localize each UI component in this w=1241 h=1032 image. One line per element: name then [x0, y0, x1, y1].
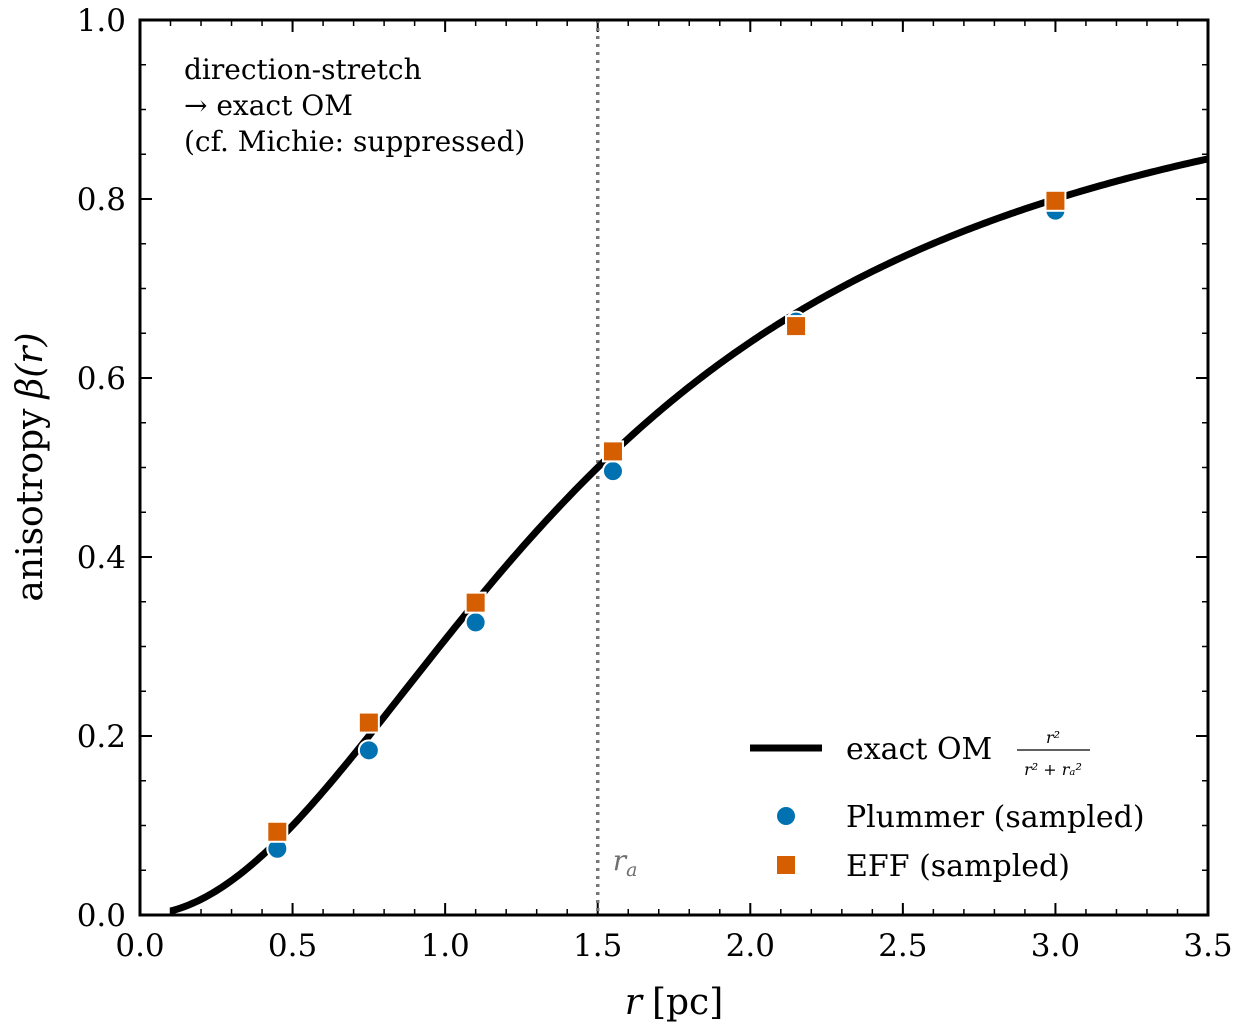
eff-point	[464, 591, 487, 614]
x-tick-label: 0.0	[115, 928, 164, 964]
om-curve-layer	[169, 155, 1208, 915]
eff-point	[357, 711, 380, 734]
x-tick-label: 2.0	[726, 928, 775, 964]
eff-point	[601, 440, 624, 463]
legend-label-plummer: Plummer (sampled)	[846, 800, 1145, 835]
annotation-text: direction-stretch → exact OM (cf. Michie…	[184, 53, 525, 158]
eff-point	[1044, 189, 1067, 212]
y-tick-label: 0.2	[77, 719, 126, 755]
x-tick-label: 3.5	[1183, 928, 1232, 964]
tick-labels: 0.0 0.5 1.0 1.5 2.0 2.5 3.0 3.5 0.0 0.2 0.4 0.6 0.8 1…	[77, 3, 1233, 964]
plot-frame	[138, 18, 1210, 917]
om-curve-line	[169, 155, 1208, 915]
sample-points	[266, 189, 1067, 860]
y-tick-label: 1.0	[77, 3, 126, 39]
eff-point	[266, 820, 289, 843]
x-tick-label: 0.5	[268, 928, 317, 964]
legend-label-eff: EFF (sampled)	[846, 849, 1070, 884]
svg-text:r² + rₐ²: r² + rₐ²	[1024, 760, 1082, 779]
ra-label: ra	[613, 844, 638, 881]
legend-marker-plummer	[775, 805, 797, 827]
plummer-point	[357, 739, 380, 762]
plummer-point	[464, 611, 487, 634]
ra-marker: ra	[595, 20, 638, 915]
legend-marker-eff	[775, 854, 797, 876]
svg-text:r²: r²	[1046, 728, 1060, 747]
legend-formula: r² r² + rₐ²	[1017, 728, 1090, 779]
y-axis-label: anisotropyβ(r)	[10, 332, 51, 601]
x-axis-label: r [pc]	[625, 982, 724, 1023]
y-tick-label: 0.0	[77, 898, 126, 934]
x-tick-label: 1.5	[573, 928, 622, 964]
x-tick-label: 1.0	[420, 928, 469, 964]
x-tick-label: 2.5	[878, 928, 927, 964]
legend: exact OM r² r² + rₐ² Plummer (sampled) E…	[750, 728, 1145, 884]
x-tick-label: 3.0	[1031, 928, 1080, 964]
y-tick-label: 0.6	[77, 361, 126, 397]
y-tick-label: 0.4	[77, 540, 126, 576]
plummer-point	[601, 460, 624, 483]
legend-label-curve: exact OM	[846, 732, 992, 767]
eff-point	[785, 315, 808, 338]
y-tick-label: 0.8	[77, 182, 126, 218]
